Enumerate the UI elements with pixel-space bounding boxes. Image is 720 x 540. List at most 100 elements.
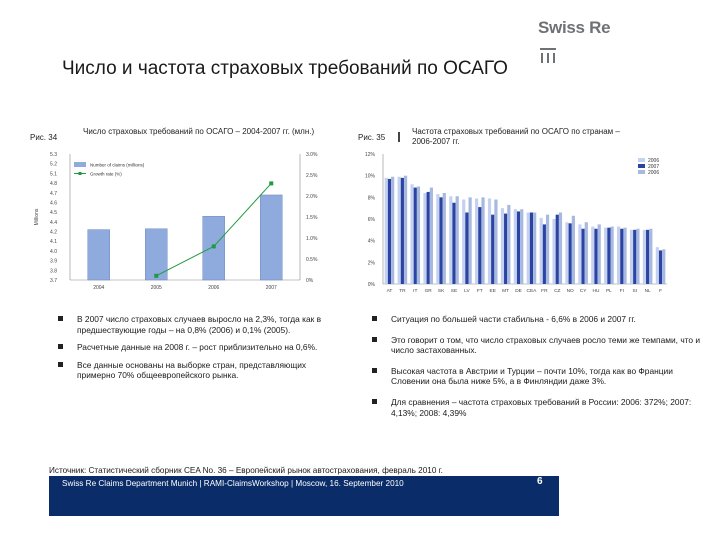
bar-PL-1: [607, 227, 611, 284]
bar-CEA-0: [526, 212, 530, 284]
bar-GR-1: [426, 191, 430, 284]
bar-NO-1: [568, 223, 572, 284]
y-tick-label: 4%: [368, 239, 376, 245]
bar-NO-0: [565, 222, 569, 284]
bar-MT-1: [504, 213, 508, 284]
bar-LV-1: [465, 212, 469, 284]
x-tick-label: AT: [387, 288, 393, 294]
list-item: Расчетные данные на 2008 г. – рост прибл…: [58, 342, 343, 353]
y-tick-label: 4.6: [50, 200, 57, 206]
x-tick-label: LV: [464, 288, 470, 294]
y2-tick-label: 3.0%: [306, 152, 318, 158]
bar-AT-1: [387, 178, 392, 284]
bullet-icon: [58, 316, 63, 321]
legend-label: 2006: [648, 170, 659, 176]
claims-frequency-chart: 12% 10% 8% 6% 4% 2% 0% AT TR IT GR SK SE LV FT EE MT DE CE…: [365, 152, 667, 294]
bar-SI-2: [636, 228, 640, 284]
x-tick-label: 2005: [151, 285, 162, 291]
x-tick-label: CY: [580, 288, 587, 294]
growth-rate-point: [269, 181, 274, 186]
bar-SE-1: [452, 202, 456, 284]
x-tick-label: IT: [413, 288, 417, 294]
bar-SI-1: [633, 229, 637, 284]
y-tick-label: 2%: [368, 260, 376, 266]
bar-NL-2: [649, 228, 653, 284]
bar-TR-2: [403, 175, 408, 284]
x-tick-label: FR: [541, 288, 548, 294]
list-item: Все данные основаны на выборке стран, пр…: [58, 360, 343, 381]
bullet-icon: [372, 336, 377, 342]
y-tick-label: 8%: [368, 195, 376, 201]
x-tick-label: TR: [399, 288, 406, 294]
bar-AT-0: [384, 177, 388, 284]
bar-CZ-2: [558, 212, 563, 284]
bar-IT-2: [416, 186, 421, 284]
bar-PL-2: [610, 226, 614, 284]
y-tick-label: 10%: [365, 174, 376, 180]
bar-CZ-0: [552, 219, 556, 284]
x-tick-label: EE: [490, 288, 496, 294]
legend-marker-growth: [78, 172, 82, 175]
x-tick-label: HU: [593, 288, 600, 294]
bar-TR-0: [397, 176, 401, 284]
y-tick-label: 3.8: [50, 268, 57, 274]
bar-CY-1: [581, 228, 585, 284]
footer-bar: [49, 476, 559, 516]
legend-label-claims: Number of claims (millions): [90, 163, 145, 168]
x-tick-label: 2006: [208, 285, 219, 291]
page-title: Число и частота страховых требований по …: [62, 58, 508, 79]
legend-swatch-claims: [74, 162, 86, 167]
bar-GR-0: [423, 193, 427, 284]
y-tick-label: 4.0: [50, 249, 57, 255]
bar-EE-2: [494, 199, 498, 284]
bullet-icon: [58, 361, 63, 367]
bar-HU-0: [591, 226, 595, 284]
bar-SE-0: [449, 196, 453, 284]
bar-SE-2: [455, 196, 459, 284]
growth-rate-point: [154, 273, 159, 278]
growth-rate-point: [211, 244, 216, 249]
bar-FT-2: [481, 197, 485, 284]
list-item: Высокая частота в Австрии и Турции – поч…: [372, 366, 702, 387]
y-tick-label: 5.3: [50, 152, 57, 158]
y2-tick-label: 2.0%: [306, 194, 318, 200]
x-tick-label: FI: [620, 288, 624, 294]
figure34-caption: Число страховых требований по ОСАГО – 20…: [83, 127, 315, 136]
bar-IT-1: [413, 187, 417, 284]
x-tick-label: MT: [502, 288, 509, 294]
caption-divider: [398, 132, 400, 142]
legend-label-growth: Growth rate (%): [90, 172, 122, 177]
bullet-icon: [372, 316, 377, 321]
bar-2005: [145, 228, 168, 281]
bar-HU-2: [597, 224, 601, 284]
y2-tick-label: 0.5%: [306, 257, 318, 263]
bar-CY-0: [578, 224, 582, 284]
left-bullet-list: В 2007 число страховых случаев выросло н…: [58, 314, 343, 381]
y2-tick-label: 0%: [306, 278, 314, 284]
y-axis-label: Millions: [34, 208, 40, 225]
y-tick-label: 0%: [368, 282, 376, 288]
x-tick-label: NL: [645, 288, 651, 294]
bar-FR-1: [542, 224, 546, 284]
legend-swatch: [638, 164, 645, 168]
legend-swatch: [638, 158, 645, 162]
x-tick-label: SE: [451, 288, 457, 294]
bar-SK-1: [439, 197, 443, 284]
x-tick-label: PL: [606, 288, 612, 294]
list-item: Для сравнения – частота страховых требов…: [372, 397, 702, 418]
bar-F-0: [655, 247, 659, 284]
bar-HU-1: [594, 228, 598, 284]
bar-FI-0: [617, 226, 621, 284]
legend-label: 2006: [648, 158, 659, 164]
bar-DE-1: [516, 211, 521, 284]
bar-EE-1: [491, 214, 495, 284]
x-tick-label: 2007: [266, 285, 277, 291]
bar-2004: [87, 229, 110, 281]
y2-tick-label: 1.5%: [306, 215, 318, 221]
bar-FI-1: [620, 228, 624, 284]
bar-LV-2: [468, 197, 472, 284]
x-tick-label: 2004: [93, 285, 104, 291]
y-tick-label: 4.1: [50, 239, 57, 245]
x-tick-label: SI: [632, 288, 637, 294]
bullet-icon: [372, 367, 377, 373]
